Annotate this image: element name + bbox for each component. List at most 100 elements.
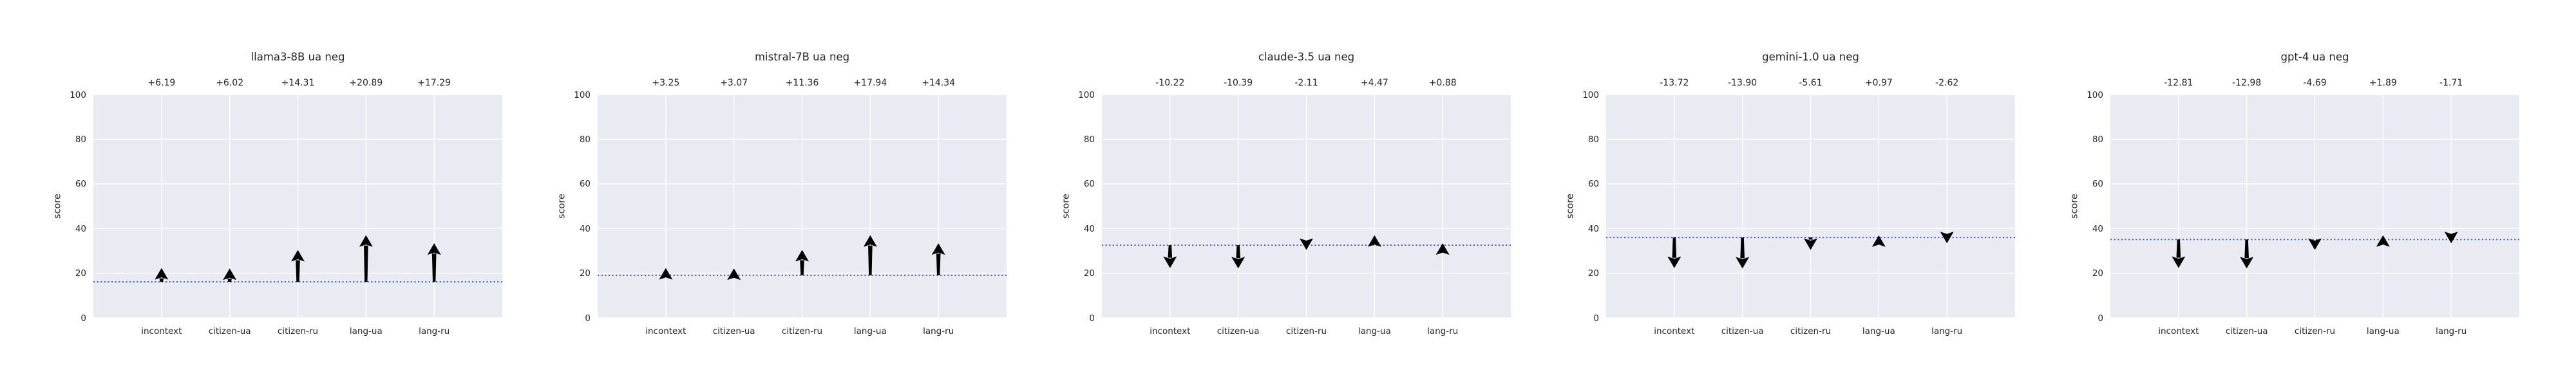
arrow-shaft-incontext: [159, 278, 164, 282]
delta-annotation-citizen-ru: -5.61: [1799, 78, 1823, 88]
arrow-head-lang-ua: [2376, 235, 2390, 247]
y-tick-label-100: 100: [70, 89, 86, 100]
delta-annotation-citizen-ru: +11.36: [785, 78, 819, 88]
x-tick-label-citizen-ua: citizen-ua: [2225, 326, 2268, 336]
x-tick-label-citizen-ru: citizen-ru: [277, 326, 319, 336]
x-tick-label-incontext: incontext: [1150, 326, 1191, 336]
x-tick-label-lang-ua: lang-ua: [2366, 326, 2400, 336]
x-tick-label-citizen-ua: citizen-ua: [1721, 326, 1764, 336]
plot-svg-claude-3-5: [1102, 95, 1511, 318]
delta-annotation-citizen-ru: -2.11: [1294, 78, 1318, 88]
delta-annotation-citizen-ru: -4.69: [2303, 78, 2327, 88]
delta-annotation-lang-ua: +17.94: [853, 78, 887, 88]
delta-annotation-citizen-ua: +6.02: [216, 78, 244, 88]
arrow-shaft-lang-ua: [364, 245, 368, 282]
arrow-head-citizen-ru: [1804, 238, 1817, 250]
delta-annotation-lang-ua: +0.97: [1864, 78, 1893, 88]
delta-annotation-citizen-ua: +3.07: [720, 78, 748, 88]
y-tick-label-0: 0: [2098, 313, 2103, 324]
y-tick-label-100: 100: [2087, 89, 2103, 100]
panel-title: claude-3.5 ua neg: [1258, 51, 1355, 63]
x-tick-label-incontext: incontext: [2158, 326, 2199, 336]
plot-svg-mistral-7b: [598, 95, 1007, 318]
y-tick-label-60: 60: [1587, 179, 1599, 190]
delta-annotation-lang-ru: -2.62: [1935, 78, 1959, 88]
y-tick-label-40: 40: [2092, 223, 2103, 234]
x-tick-label-lang-ua: lang-ua: [853, 326, 887, 336]
arrow-head-citizen-ua: [223, 268, 237, 280]
arrow-head-lang-ua: [863, 235, 877, 247]
y-tick-label-100: 100: [1078, 89, 1095, 100]
x-tick-label-citizen-ru: citizen-ru: [1285, 326, 1327, 336]
y-tick-label-100: 100: [1582, 89, 1599, 100]
arrow-shaft-citizen-ua: [1740, 237, 1745, 259]
y-tick-label-0: 0: [80, 313, 86, 324]
x-tick-label-incontext: incontext: [645, 326, 687, 336]
y-tick-label-40: 40: [75, 223, 86, 234]
delta-annotation-citizen-ua: -10.39: [1224, 78, 1253, 88]
arrow-head-citizen-ru: [291, 250, 305, 262]
arrow-shaft-incontext: [1672, 237, 1677, 258]
panel-title: gemini-1.0 ua neg: [1762, 51, 1859, 63]
panel-title: mistral-7B ua neg: [754, 51, 850, 63]
plot-area-gpt-4: [2110, 95, 2519, 318]
delta-annotation-citizen-ru: +14.31: [281, 78, 315, 88]
arrow-shaft-citizen-ru: [296, 260, 300, 282]
x-tick-label-lang-ru: lang-ru: [1427, 326, 1459, 336]
y-tick-label-20: 20: [1083, 268, 1095, 279]
panel-title: gpt-4 ua neg: [2280, 51, 2349, 63]
y-tick-label-60: 60: [75, 179, 86, 190]
arrow-head-lang-ua: [1871, 235, 1886, 247]
x-tick-label-lang-ua: lang-ua: [1862, 326, 1895, 336]
arrow-head-lang-ru: [931, 243, 945, 255]
panel-claude-3-5: claude-3.5 ua neg score -10.22 -10.39 -2.1…: [1009, 0, 1524, 386]
y-tick-label-60: 60: [1083, 179, 1095, 190]
arrow-head-citizen-ru: [2308, 238, 2322, 250]
arrow-head-incontext: [659, 268, 673, 280]
y-tick-label-80: 80: [579, 134, 591, 145]
delta-annotation-incontext: -12.81: [2164, 78, 2193, 88]
arrow-head-lang-ru: [2444, 232, 2458, 244]
arrow-head-citizen-ua: [1736, 257, 1750, 269]
y-tick-label-40: 40: [1587, 223, 1599, 234]
arrow-head-lang-ru: [1435, 243, 1450, 255]
y-tick-label-60: 60: [579, 179, 591, 190]
plot-svg-gpt-4: [2110, 95, 2519, 318]
y-tick-label-20: 20: [579, 268, 591, 279]
y-tick-label-40: 40: [1083, 223, 1095, 234]
arrow-head-incontext: [1667, 256, 1681, 268]
arrow-head-citizen-ua: [727, 268, 741, 280]
x-tick-label-citizen-ua: citizen-ua: [208, 326, 251, 336]
arrow-shaft-citizen-ru: [800, 260, 804, 275]
arrow-head-incontext: [155, 268, 169, 280]
delta-annotation-incontext: -10.22: [1155, 78, 1185, 88]
arrow-head-lang-ua: [359, 235, 373, 247]
y-tick-label-100: 100: [574, 89, 591, 100]
arrow-head-citizen-ru: [795, 250, 809, 262]
x-tick-label-citizen-ua: citizen-ua: [712, 326, 755, 336]
arrow-head-lang-ua: [1367, 235, 1381, 247]
delta-annotation-lang-ua: +20.89: [349, 78, 383, 88]
delta-annotation-lang-ru: -1.71: [2439, 78, 2463, 88]
delta-annotation-lang-ru: +14.34: [922, 78, 956, 88]
arrow-head-incontext: [1163, 256, 1177, 268]
arrow-shaft-lang-ua: [868, 245, 873, 275]
delta-annotation-incontext: +6.19: [147, 78, 176, 88]
panel-llama3-8b: llama3-8B ua neg score +6.19 +6.02 +14.31 +…: [0, 0, 515, 386]
delta-annotation-lang-ua: +4.47: [1360, 78, 1388, 88]
arrow-shaft-lang-ru: [431, 253, 437, 282]
plot-area-mistral-7b: [598, 95, 1007, 318]
plot-area-claude-3-5: [1102, 95, 1511, 318]
panel-mistral-7b: mistral-7B ua neg score +3.25 +3.07 +11.36…: [504, 0, 1019, 386]
plot-svg-gemini-1-0: [1606, 95, 2015, 318]
x-tick-label-lang-ua: lang-ua: [349, 326, 383, 336]
x-tick-label-citizen-ru: citizen-ru: [2294, 326, 2336, 336]
arrow-head-citizen-ru: [1300, 238, 1313, 250]
y-tick-label-20: 20: [1587, 268, 1599, 279]
arrow-head-lang-ru: [1940, 232, 1954, 244]
arrow-shaft-citizen-ua: [1236, 245, 1240, 259]
delta-annotation-citizen-ua: -13.90: [1728, 78, 1757, 88]
y-tick-label-20: 20: [2092, 268, 2103, 279]
arrow-head-citizen-ua: [1231, 257, 1245, 269]
